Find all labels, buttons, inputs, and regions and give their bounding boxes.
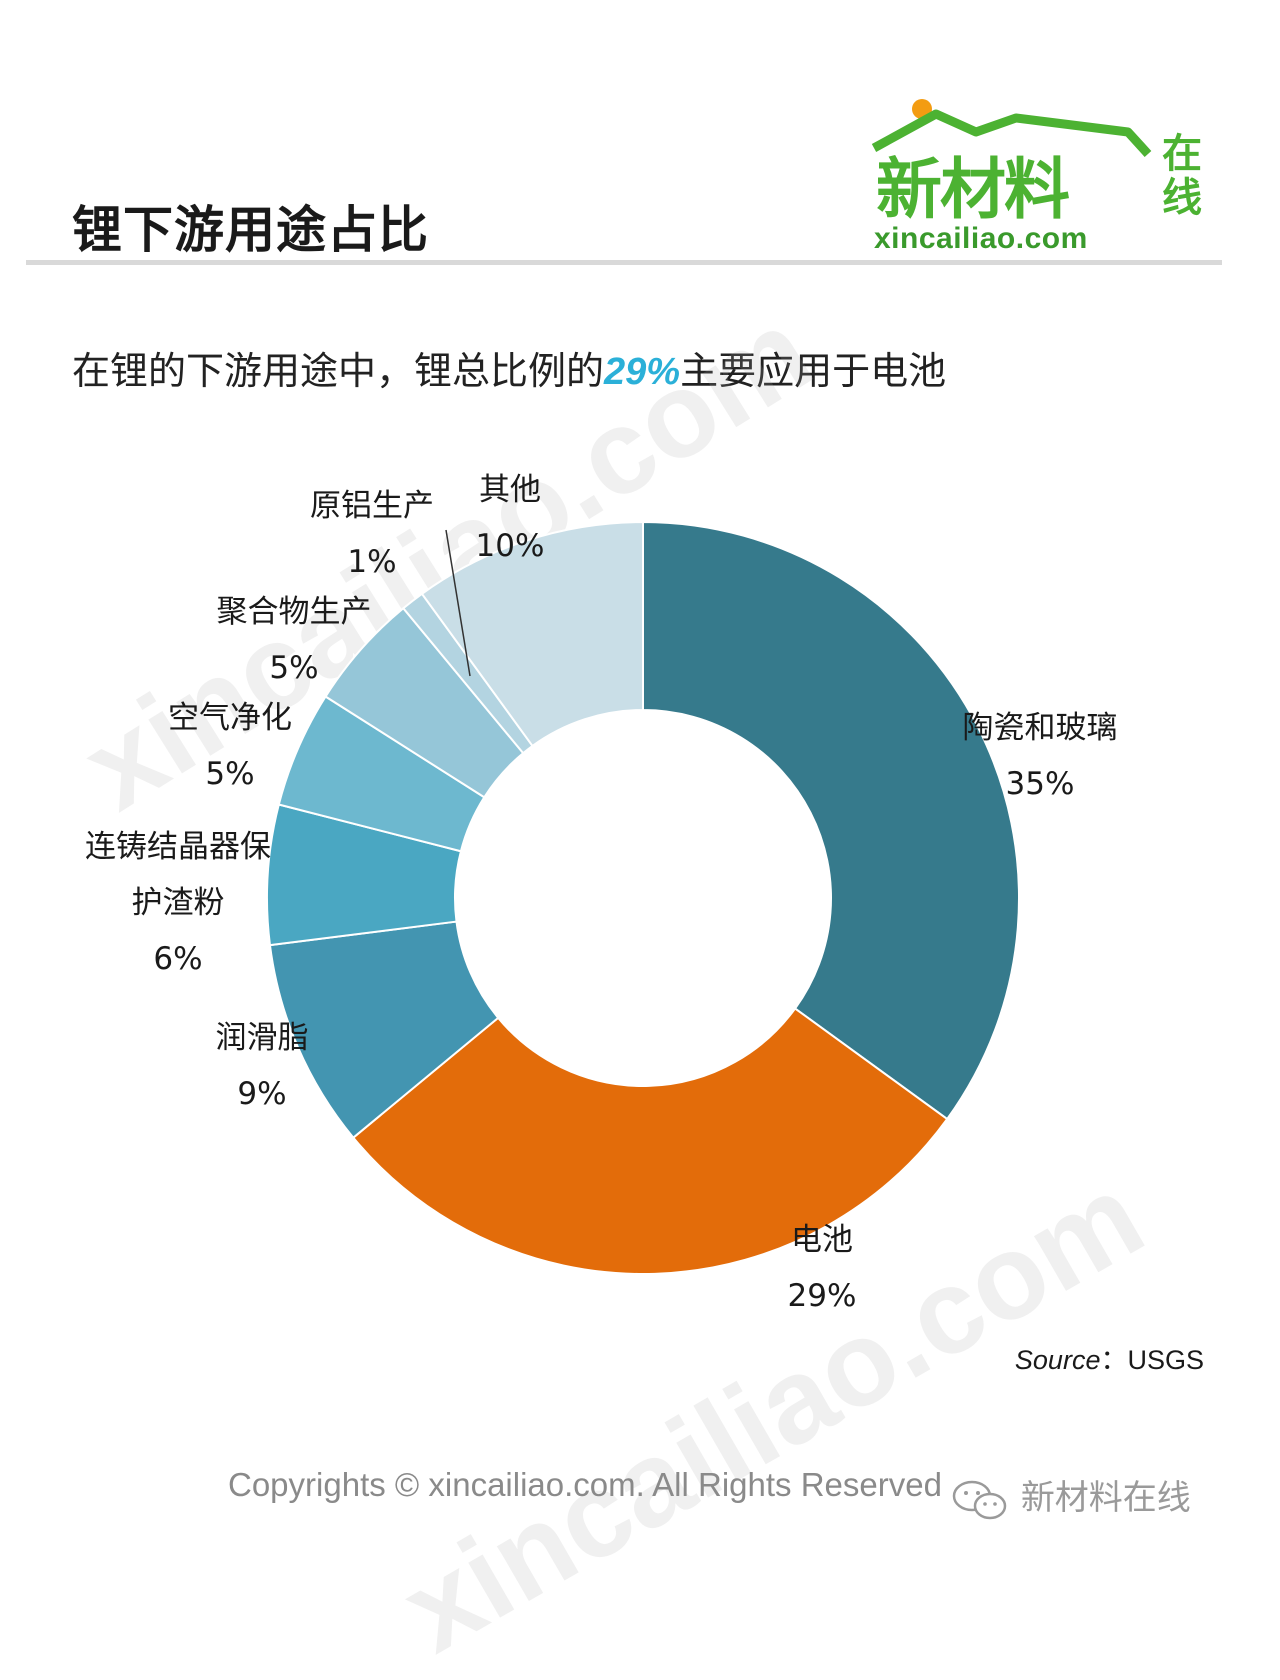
wechat-name: 新材料在线 xyxy=(1020,1478,1191,1518)
page-title: 锂下游用途占比 xyxy=(72,201,429,259)
slice-7 xyxy=(420,520,644,748)
slice-category-label-5: 聚合物生产 xyxy=(217,594,372,630)
slice-value-label-3: 6% xyxy=(153,941,202,977)
source-separator: ： xyxy=(1100,1345,1128,1375)
chart-source: Source：USGS xyxy=(1015,1338,1204,1377)
wechat-account: 新材料在线 xyxy=(950,1470,1191,1522)
wechat-icon xyxy=(952,1480,1007,1519)
logo-domain: xincailiao.com xyxy=(874,222,1088,255)
xincailiao-logo: 新材料 在线 xincailiao.com xyxy=(866,92,1216,255)
title-divider xyxy=(26,260,1222,265)
slice-1 xyxy=(351,1007,949,1275)
chart-slices xyxy=(266,520,1020,1275)
slice-category-label-6: 原铝生产 xyxy=(310,488,434,524)
slice-category-label-0: 陶瓷和玻璃 xyxy=(963,710,1118,746)
slice-value-label-0: 35% xyxy=(1006,766,1075,802)
slice-value-label-4: 5% xyxy=(205,756,254,792)
label-leader-line xyxy=(445,529,471,677)
slice-value-label-5: 5% xyxy=(269,650,318,686)
slice-category-label-3: 连铸结晶器保 xyxy=(85,829,271,865)
subtitle-before: 在锂的下游用途中，锂总比例的 xyxy=(72,349,605,393)
slice-category-label-1: 电池 xyxy=(791,1222,853,1258)
slice-category-label-2: 润滑脂 xyxy=(216,1020,309,1056)
logo-roof-icon xyxy=(871,99,1152,158)
subtitle-after: 主要应用于电池 xyxy=(680,349,947,393)
source-prefix: Source xyxy=(1014,1345,1101,1375)
slice-value-label-7: 10% xyxy=(476,528,545,564)
chart-subtitle: 在锂的下游用途中，锂总比例的29%主要应用于电池 xyxy=(72,340,946,395)
copyright-notice: Copyrights © xincailiao.com. All Rights … xyxy=(228,1466,942,1503)
subtitle-highlight: 29% xyxy=(604,351,681,393)
slice-category-label-3: 护渣粉 xyxy=(132,885,225,921)
slice-value-label-1: 29% xyxy=(788,1278,857,1314)
logo-chinese-text: 新材料 xyxy=(876,151,1070,228)
logo-side-text: 在线 xyxy=(1162,131,1202,221)
source-name: USGS xyxy=(1127,1345,1204,1375)
slice-value-label-2: 9% xyxy=(237,1076,286,1112)
slice-category-label-4: 空气净化 xyxy=(168,700,292,736)
slice-value-label-6: 1% xyxy=(347,544,396,580)
slice-0 xyxy=(642,520,1020,1121)
slice-category-label-7: 其他 xyxy=(479,472,541,508)
